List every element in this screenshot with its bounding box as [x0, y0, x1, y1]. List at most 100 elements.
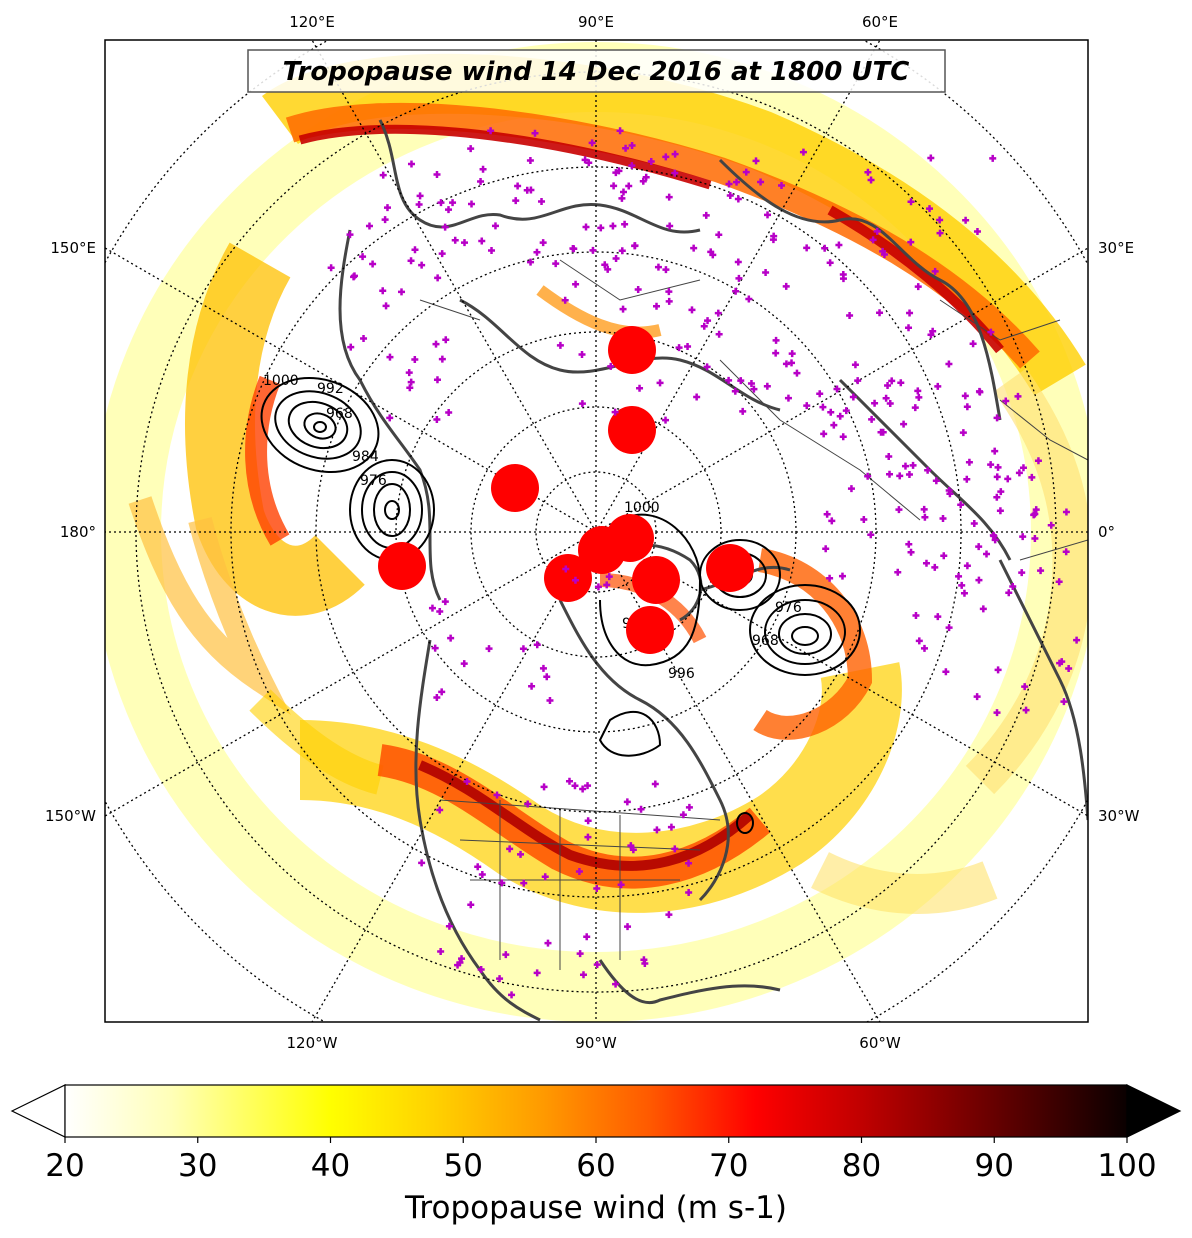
station-marker: [927, 154, 935, 162]
station-marker: [604, 265, 612, 273]
station-marker: [327, 264, 335, 272]
station-marker: [438, 250, 446, 258]
station-marker: [628, 162, 636, 170]
station-marker: [498, 879, 506, 887]
station-marker: [441, 598, 449, 606]
station-marker: [803, 244, 811, 252]
station-marker: [901, 462, 909, 470]
station-marker: [477, 965, 485, 973]
station-marker: [920, 505, 928, 513]
station-marker: [703, 363, 711, 371]
lon-label-bottom: 120°W: [287, 1034, 338, 1052]
station-marker: [734, 258, 742, 266]
station-marker: [528, 682, 536, 690]
station-marker: [905, 471, 913, 479]
station-marker: [769, 236, 777, 244]
low-marker: [578, 526, 626, 574]
station-marker: [737, 377, 745, 385]
station-marker: [886, 470, 894, 478]
station-marker: [1032, 506, 1040, 514]
station-marker: [868, 415, 876, 423]
station-marker: [1021, 683, 1029, 691]
station-marker: [915, 637, 923, 645]
station-marker: [434, 274, 442, 282]
station-marker: [609, 222, 617, 230]
station-marker: [350, 272, 358, 280]
station-marker: [996, 507, 1004, 515]
station-marker: [365, 222, 373, 230]
station-marker: [709, 251, 717, 259]
station-marker: [931, 563, 939, 571]
station-marker: [958, 581, 966, 589]
station-marker: [667, 823, 675, 831]
station-marker: [745, 295, 753, 303]
station-marker: [605, 573, 613, 581]
station-marker: [544, 939, 552, 947]
contour-label: 976: [360, 473, 387, 489]
station-marker: [735, 274, 743, 282]
colorbar-tick-label: 30: [178, 1148, 217, 1184]
station-marker: [665, 911, 673, 919]
station-marker: [828, 517, 836, 525]
station-marker: [827, 408, 835, 416]
station-marker: [593, 885, 601, 893]
station-marker: [520, 879, 528, 887]
title-box: [247, 49, 946, 93]
station-marker: [619, 305, 627, 313]
station-marker: [961, 392, 969, 400]
station-marker: [379, 287, 387, 295]
station-marker: [436, 607, 444, 615]
station-marker: [909, 461, 917, 469]
station-marker: [993, 709, 1001, 717]
station-marker: [556, 341, 564, 349]
station-marker: [1019, 464, 1027, 472]
lon-label-right: 0°: [1098, 523, 1115, 541]
station-marker: [994, 463, 1002, 471]
station-marker: [539, 664, 547, 672]
station-marker: [398, 288, 406, 296]
station-marker: [406, 384, 414, 392]
station-marker: [631, 242, 639, 250]
station-marker: [436, 806, 444, 814]
station-marker: [965, 458, 973, 466]
station-marker: [576, 950, 584, 958]
station-marker: [618, 194, 626, 202]
colorbar-extend-high: [1126, 1084, 1182, 1138]
station-marker: [1014, 392, 1022, 400]
map-title: Tropopause wind 14 Dec 2016 at 1800 UTC: [283, 57, 910, 87]
station-marker: [963, 562, 971, 570]
station-marker: [932, 477, 940, 485]
colorbar-tick-label: 50: [444, 1148, 483, 1184]
station-marker: [578, 400, 586, 408]
station-marker: [496, 975, 504, 983]
station-marker: [725, 180, 733, 188]
station-marker: [715, 231, 723, 239]
station-marker: [407, 160, 415, 168]
low-marker: [608, 406, 656, 454]
station-marker: [685, 859, 693, 867]
station-marker: [685, 803, 693, 811]
station-marker: [369, 260, 377, 268]
station-marker: [562, 565, 570, 573]
station-marker: [922, 559, 930, 567]
station-marker: [612, 255, 620, 263]
lon-label-bottom: 60°W: [859, 1034, 901, 1052]
station-marker: [347, 343, 355, 351]
station-marker: [621, 220, 629, 228]
station-marker: [418, 859, 426, 867]
station-marker: [506, 845, 514, 853]
lon-label-left: 180°: [60, 523, 96, 541]
station-marker: [955, 572, 963, 580]
station-marker: [772, 349, 780, 357]
station-marker: [1015, 469, 1023, 477]
station-marker: [433, 376, 441, 384]
station-marker: [714, 309, 722, 317]
contour-label: 968: [326, 406, 353, 422]
station-marker: [914, 387, 922, 395]
station-marker: [907, 238, 915, 246]
station-marker: [1060, 698, 1068, 706]
station-marker: [441, 223, 449, 231]
colorbar-tick-label: 70: [709, 1148, 748, 1184]
contour-label: 1000: [624, 500, 660, 516]
station-marker: [896, 472, 904, 480]
